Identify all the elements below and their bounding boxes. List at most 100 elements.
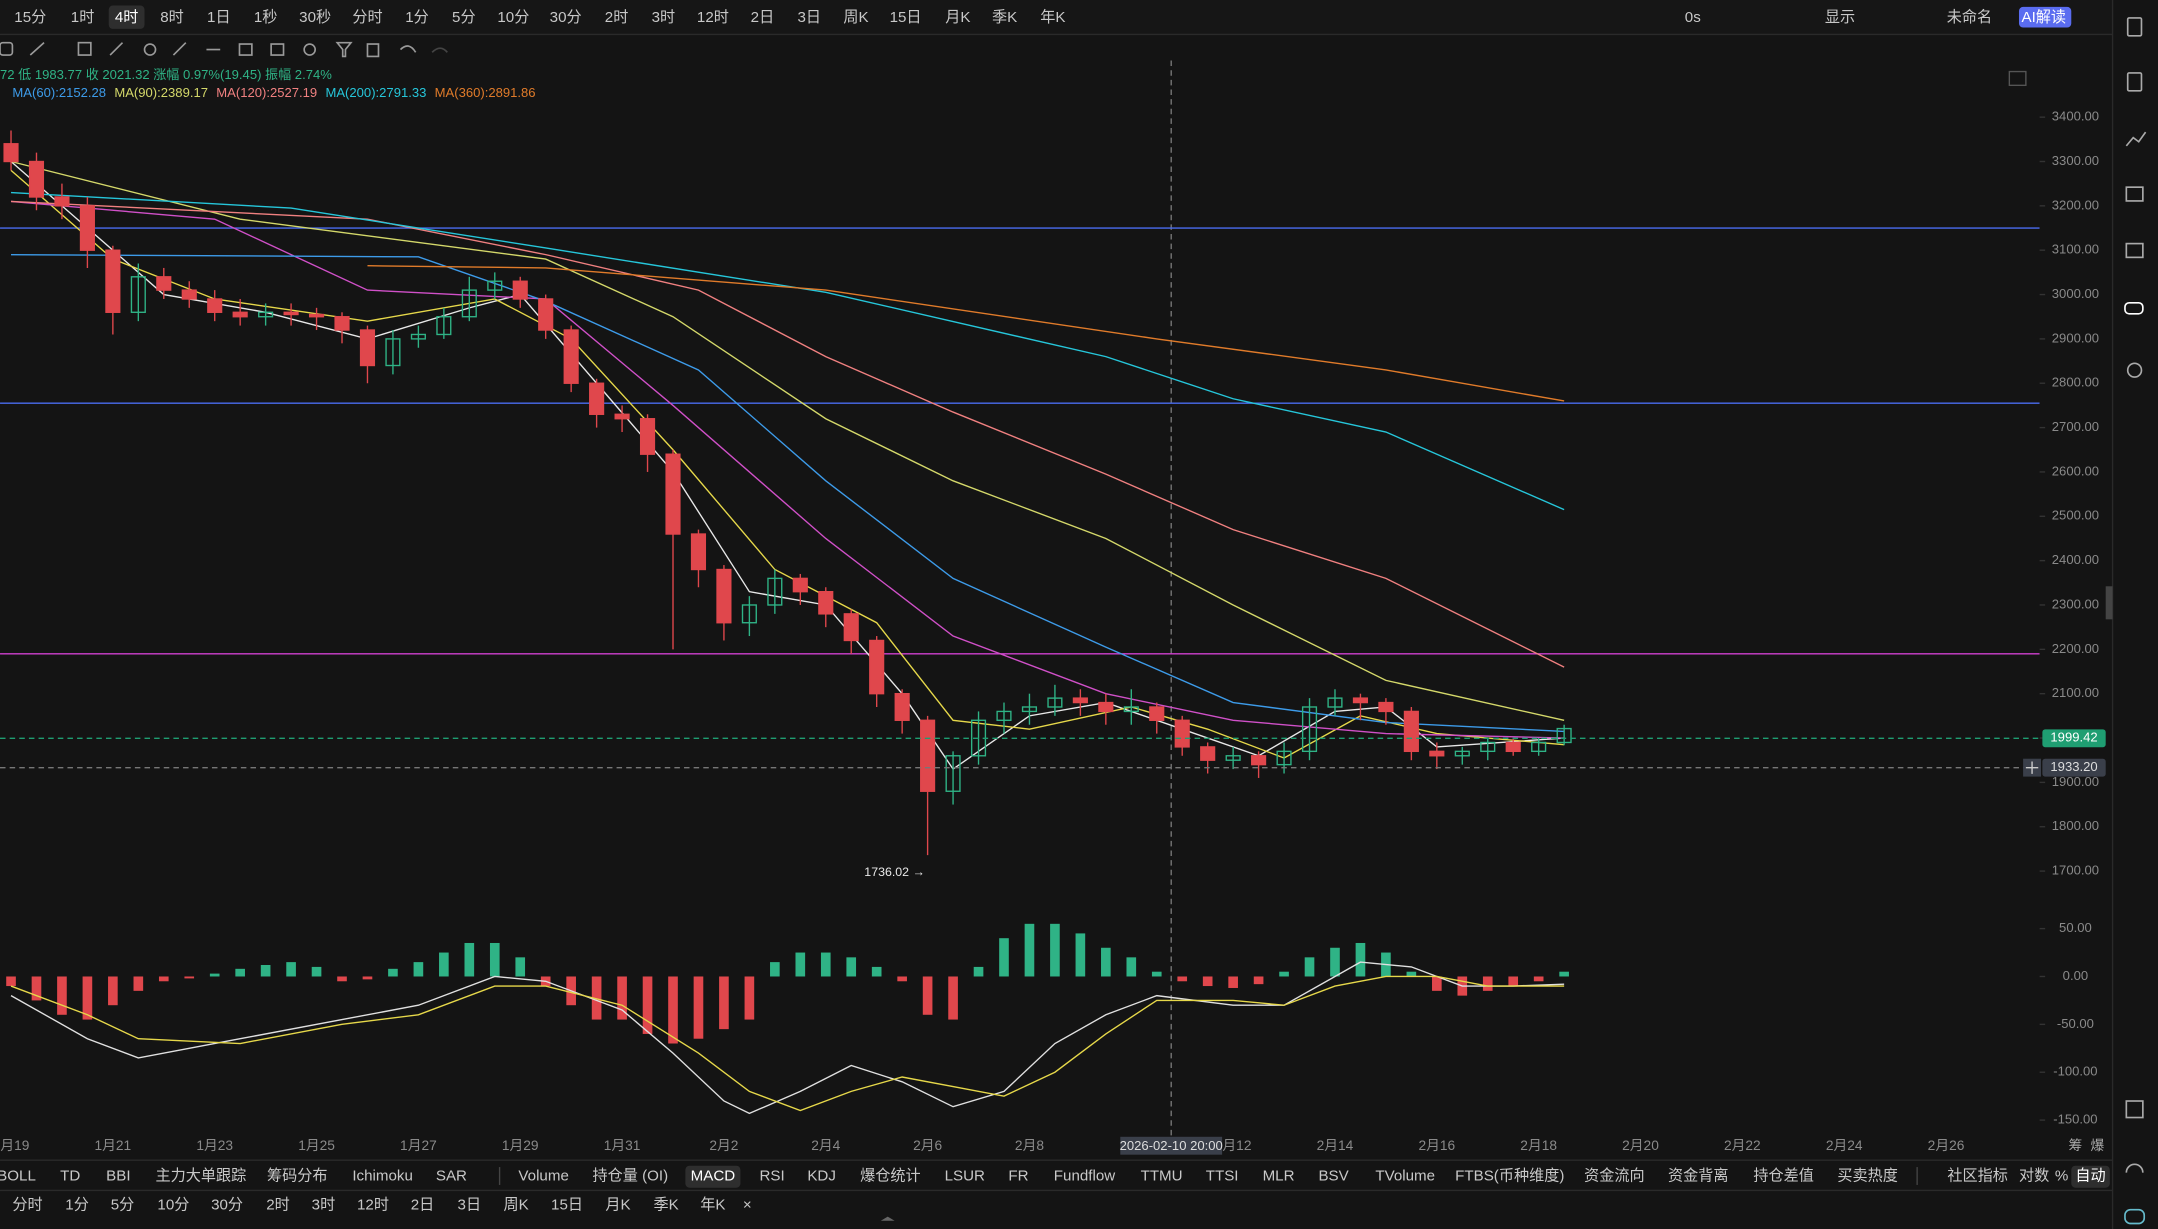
indicator-tab[interactable]: Ichimoku: [352, 1168, 413, 1185]
quick-timeframe[interactable]: 3时: [312, 1197, 336, 1214]
quick-timeframe[interactable]: 10分: [157, 1197, 189, 1214]
indicator-tab[interactable]: Volume: [518, 1168, 568, 1185]
quick-timeframe[interactable]: 季K: [654, 1197, 679, 1214]
tool-icon[interactable]: [238, 43, 253, 56]
quick-timeframe[interactable]: 1分: [65, 1197, 89, 1214]
indicator-tab[interactable]: BOLL: [0, 1168, 36, 1185]
indicator-option[interactable]: 自动: [2075, 1168, 2105, 1185]
indicator-tab[interactable]: KDJ: [807, 1168, 836, 1185]
sidebar-icon[interactable]: [2125, 186, 2144, 202]
timeframe-tab[interactable]: 3日: [797, 9, 821, 26]
indicator-tab[interactable]: MACD: [691, 1168, 736, 1185]
tool-icon[interactable]: [109, 42, 124, 56]
timeframe-tab[interactable]: 4时: [115, 9, 139, 26]
timeframe-tab[interactable]: 15分: [14, 9, 46, 26]
sidebar-icon[interactable]: [2126, 17, 2143, 37]
quick-timeframe[interactable]: 月K: [605, 1197, 630, 1214]
quick-timeframe[interactable]: 30分: [211, 1197, 243, 1214]
quick-timeframe[interactable]: 15日: [551, 1197, 583, 1214]
tool-icon[interactable]: [270, 43, 285, 56]
indicator-option[interactable]: 社区指标: [1947, 1168, 2008, 1185]
timeframe-tab[interactable]: 1秒: [254, 9, 278, 26]
indicator-option[interactable]: %: [2055, 1168, 2068, 1185]
sidebar-icon[interactable]: [2126, 72, 2143, 92]
quick-timeframe[interactable]: 12时: [357, 1197, 389, 1214]
indicator-tab[interactable]: FTBS(币种维度): [1455, 1168, 1564, 1185]
indicator-tab[interactable]: 资金背离: [1668, 1168, 1729, 1185]
tool-icon[interactable]: [399, 45, 417, 53]
indicator-tab[interactable]: BBI: [106, 1168, 130, 1185]
timeframe-tab[interactable]: 2时: [605, 9, 629, 26]
sidebar-icon[interactable]: [2125, 1163, 2144, 1173]
macd-bar: [642, 976, 653, 1034]
timeframe-tab[interactable]: 15日: [890, 9, 922, 26]
tool-icon[interactable]: [29, 42, 45, 56]
indicator-tab[interactable]: FR: [1008, 1168, 1028, 1185]
tool-icon[interactable]: [172, 42, 187, 56]
quick-timeframe[interactable]: 年K: [700, 1197, 725, 1214]
indicator-option[interactable]: 对数: [2019, 1168, 2049, 1185]
scroll-handle[interactable]: [2105, 586, 2113, 620]
drawing-tools[interactable]: [0, 41, 448, 58]
timeframe-tab[interactable]: 1时: [71, 9, 95, 26]
tool-icon[interactable]: [303, 43, 317, 56]
sidebar-icon[interactable]: [2125, 242, 2144, 259]
timeframe-tab[interactable]: 分时: [352, 9, 382, 26]
timeframe-tab[interactable]: 周K: [843, 9, 868, 26]
toolbar-button[interactable]: 显示: [1825, 9, 1855, 26]
indicator-tab[interactable]: LSUR: [945, 1168, 985, 1185]
indicator-tab[interactable]: Fundflow: [1054, 1168, 1115, 1185]
timeframe-tab[interactable]: 3时: [652, 9, 676, 26]
fullscreen-icon[interactable]: [2008, 70, 2027, 87]
timeframe-tab[interactable]: 月K: [945, 9, 970, 26]
timeframe-tab[interactable]: 8时: [160, 9, 184, 26]
quick-timeframe[interactable]: 分时: [12, 1197, 42, 1214]
indicator-tab[interactable]: 买卖热度: [1837, 1168, 1898, 1185]
quick-timeframe[interactable]: ×: [743, 1197, 752, 1214]
indicator-tab[interactable]: TD: [60, 1168, 80, 1185]
quick-timeframe[interactable]: 3日: [458, 1197, 482, 1214]
sidebar-icon[interactable]: [2124, 1208, 2146, 1225]
tool-icon[interactable]: [77, 41, 92, 56]
quick-timeframe[interactable]: 5分: [111, 1197, 135, 1214]
indicator-tab[interactable]: 爆仓统计: [860, 1168, 921, 1185]
indicator-tab[interactable]: BSV: [1318, 1168, 1349, 1185]
tool-icon[interactable]: [431, 47, 448, 53]
timeframe-tab[interactable]: 1分: [405, 9, 429, 26]
timeframe-tab[interactable]: 30分: [550, 9, 582, 26]
indicator-tab[interactable]: 持仓量 (OI): [593, 1168, 669, 1185]
indicator-tab[interactable]: 筹码分布: [267, 1168, 328, 1185]
timeframe-tab[interactable]: 12时: [697, 9, 729, 26]
timeframe-tab[interactable]: 季K: [992, 9, 1017, 26]
indicator-tab[interactable]: TTMU: [1141, 1168, 1183, 1185]
indicator-tab[interactable]: 持仓差值: [1753, 1168, 1814, 1185]
indicator-tab[interactable]: TTSI: [1206, 1168, 1239, 1185]
timeframe-tab[interactable]: 1日: [207, 9, 231, 26]
quick-timeframe[interactable]: 2时: [266, 1197, 290, 1214]
indicator-tab[interactable]: SAR: [436, 1168, 467, 1185]
timeframe-tab[interactable]: 5分: [452, 9, 476, 26]
sidebar-icon[interactable]: [2126, 362, 2143, 378]
toolbar-button[interactable]: 0s: [1685, 9, 1701, 26]
indicator-tab[interactable]: TVolume: [1375, 1168, 1435, 1185]
timeframe-tab[interactable]: 10分: [497, 9, 529, 26]
toolbar-button[interactable]: 未命名: [1947, 8, 1992, 26]
collapse-handle[interactable]: [880, 1216, 895, 1221]
sidebar-icon[interactable]: [2125, 131, 2147, 147]
quick-timeframe[interactable]: 2日: [411, 1197, 435, 1214]
tool-icon[interactable]: [0, 41, 14, 56]
indicator-tab[interactable]: MLR: [1263, 1168, 1295, 1185]
timeframe-tab[interactable]: 2日: [751, 9, 775, 26]
sidebar-icon[interactable]: [2125, 1100, 2144, 1119]
tool-icon[interactable]: [335, 41, 353, 58]
indicator-tab[interactable]: RSI: [759, 1168, 784, 1185]
tool-icon[interactable]: [143, 43, 157, 56]
sidebar-icon[interactable]: [2124, 301, 2144, 315]
indicator-tab[interactable]: 主力大单跟踪: [156, 1168, 247, 1185]
toolbar-button[interactable]: AI解读: [2021, 9, 2066, 26]
timeframe-tab[interactable]: 30秒: [299, 9, 331, 26]
timeframe-tab[interactable]: 年K: [1040, 9, 1065, 26]
tool-icon[interactable]: [366, 43, 380, 58]
indicator-tab[interactable]: 资金流向: [1584, 1168, 1645, 1185]
quick-timeframe[interactable]: 周K: [504, 1197, 529, 1214]
